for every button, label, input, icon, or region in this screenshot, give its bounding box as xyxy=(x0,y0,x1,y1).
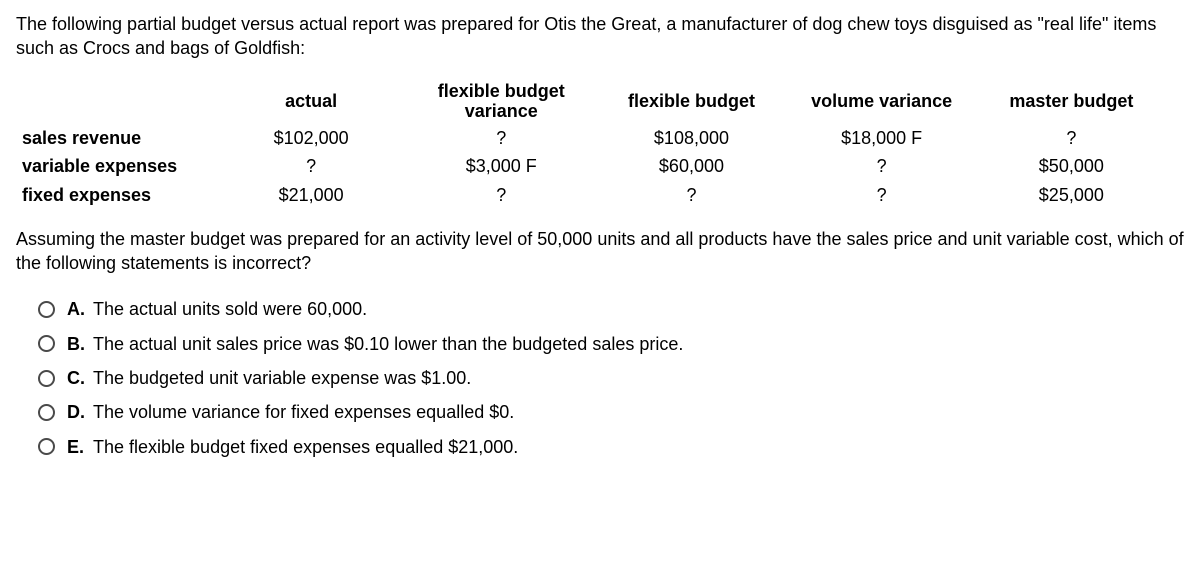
col-header-actual: actual xyxy=(216,79,406,124)
option-letter: B. xyxy=(67,332,93,356)
col-header-flex-variance: flexible budget variance xyxy=(406,79,596,124)
option-letter: C. xyxy=(67,366,93,390)
option-text: The volume variance for fixed expenses e… xyxy=(93,400,1184,424)
cell: $60,000 xyxy=(596,152,786,180)
cell: ? xyxy=(977,124,1166,152)
cell: ? xyxy=(596,181,786,209)
radio-icon[interactable] xyxy=(38,404,55,421)
cell: ? xyxy=(787,152,977,180)
cell: ? xyxy=(406,181,596,209)
budget-table: actual flexible budget variance flexible… xyxy=(16,79,1166,209)
radio-icon[interactable] xyxy=(38,438,55,455)
radio-icon[interactable] xyxy=(38,370,55,387)
option-b[interactable]: B. The actual unit sales price was $0.10… xyxy=(38,332,1184,356)
intro-text: The following partial budget versus actu… xyxy=(16,12,1184,61)
option-c[interactable]: C. The budgeted unit variable expense wa… xyxy=(38,366,1184,390)
option-letter: A. xyxy=(67,297,93,321)
option-letter: E. xyxy=(67,435,93,459)
radio-icon[interactable] xyxy=(38,335,55,352)
cell: $25,000 xyxy=(977,181,1166,209)
cell: $108,000 xyxy=(596,124,786,152)
row-label: sales revenue xyxy=(16,124,216,152)
option-text: The actual units sold were 60,000. xyxy=(93,297,1184,321)
cell: $3,000 F xyxy=(406,152,596,180)
table-row: variable expenses ? $3,000 F $60,000 ? $… xyxy=(16,152,1166,180)
cell: $50,000 xyxy=(977,152,1166,180)
col-header-flex-variance-line1: flexible budget xyxy=(412,81,590,102)
option-a[interactable]: A. The actual units sold were 60,000. xyxy=(38,297,1184,321)
cell: ? xyxy=(787,181,977,209)
option-letter: D. xyxy=(67,400,93,424)
option-e[interactable]: E. The flexible budget fixed expenses eq… xyxy=(38,435,1184,459)
radio-icon[interactable] xyxy=(38,301,55,318)
option-text: The flexible budget fixed expenses equal… xyxy=(93,435,1184,459)
cell: ? xyxy=(406,124,596,152)
option-d[interactable]: D. The volume variance for fixed expense… xyxy=(38,400,1184,424)
table-row: fixed expenses $21,000 ? ? ? $25,000 xyxy=(16,181,1166,209)
col-header-flex-variance-line2: variance xyxy=(412,101,590,122)
cell: ? xyxy=(216,152,406,180)
row-label: variable expenses xyxy=(16,152,216,180)
followup-text: Assuming the master budget was prepared … xyxy=(16,227,1184,276)
col-header-master: master budget xyxy=(977,79,1166,124)
col-header-vol-variance: volume variance xyxy=(787,79,977,124)
cell: $102,000 xyxy=(216,124,406,152)
table-row: sales revenue $102,000 ? $108,000 $18,00… xyxy=(16,124,1166,152)
col-header-flex-budget: flexible budget xyxy=(596,79,786,124)
row-label: fixed expenses xyxy=(16,181,216,209)
option-text: The actual unit sales price was $0.10 lo… xyxy=(93,332,1184,356)
cell: $21,000 xyxy=(216,181,406,209)
option-text: The budgeted unit variable expense was $… xyxy=(93,366,1184,390)
options-group: A. The actual units sold were 60,000. B.… xyxy=(16,297,1184,458)
cell: $18,000 F xyxy=(787,124,977,152)
